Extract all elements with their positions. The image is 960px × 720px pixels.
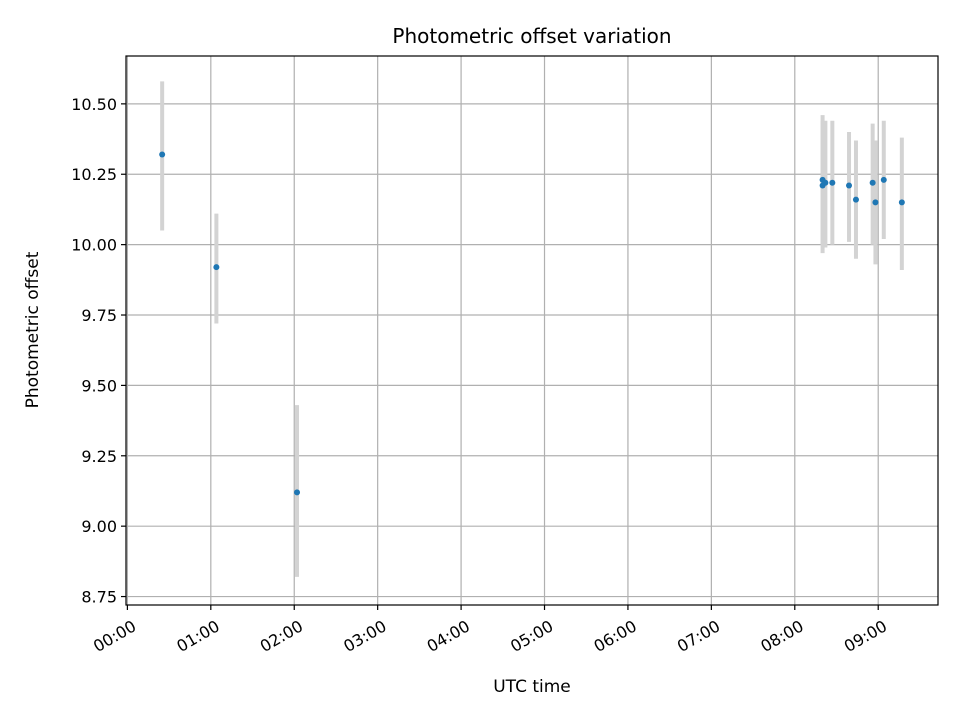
y-axis-title: Photometric offset (23, 251, 43, 408)
y-tick-label: 9.50 (81, 376, 117, 395)
chart-title: Photometric offset variation (392, 24, 671, 48)
y-tick-label: 8.75 (81, 588, 117, 607)
y-tick-label: 10.50 (71, 95, 117, 114)
data-point (846, 182, 853, 189)
grid (126, 56, 938, 605)
y-tick-label: 10.25 (71, 165, 117, 184)
data-point (294, 489, 301, 496)
data-point (829, 179, 836, 186)
data-point (822, 179, 829, 186)
data-point (213, 264, 220, 271)
data-point (898, 199, 905, 206)
data-points (159, 151, 905, 496)
y-tick-label: 9.00 (81, 517, 117, 536)
x-axis-title: UTC time (493, 677, 571, 697)
y-tick-label: 10.00 (71, 236, 117, 255)
data-point (159, 151, 166, 158)
data-point (869, 179, 876, 186)
y-tick-label: 9.75 (81, 306, 117, 325)
data-point (852, 196, 859, 203)
data-point (880, 176, 887, 183)
data-point (872, 199, 879, 206)
y-tick-label: 9.25 (81, 447, 117, 466)
plot-frame (125, 55, 939, 606)
